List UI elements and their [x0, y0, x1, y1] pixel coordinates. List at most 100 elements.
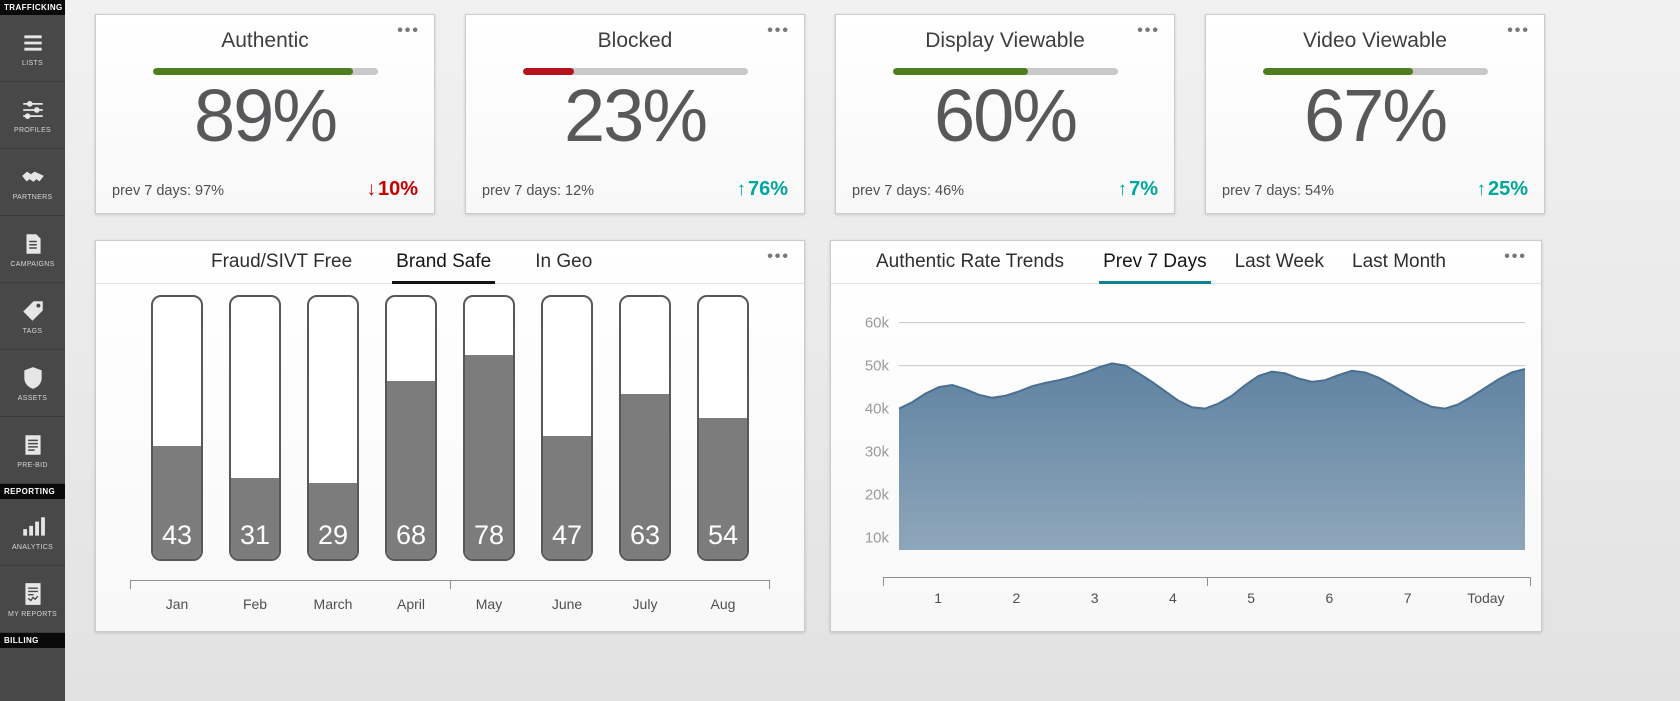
- kpi-delta: ↑ 7%: [1118, 178, 1158, 201]
- tab-last-week[interactable]: Last Week: [1234, 251, 1324, 272]
- thermo-bar-fill: [153, 446, 201, 559]
- kpi-footer: prev 7 days: 97% ↓ 10%: [112, 178, 418, 201]
- x-tick-label-today: Today: [1467, 590, 1505, 606]
- ellipsis-menu-icon[interactable]: •••: [1504, 248, 1527, 265]
- sidebar-item-pre-bid[interactable]: PRE-BID: [0, 417, 65, 484]
- sidebar-section-trafficking: TRAFFICKING: [0, 0, 65, 15]
- thermo-bar-fill: [621, 393, 669, 559]
- kpi-title: Video Viewable: [1302, 29, 1447, 52]
- bar-value-label: 63: [629, 520, 661, 550]
- kpi-value: 60%: [933, 74, 1078, 157]
- trend-chart-card: Authentic Rate Trends Prev 7 Days Last We…: [830, 240, 1542, 632]
- sidebar-section-reporting: REPORTING: [0, 484, 65, 499]
- x-tick-label-7: 7: [1403, 590, 1412, 606]
- kpi-progress-track: [152, 68, 378, 75]
- thermo-bar-fill: [387, 380, 435, 559]
- analytics-icon: [20, 514, 46, 540]
- kpi-title: Authentic: [221, 29, 309, 52]
- brand-safety-chart-card: Fraud/SIVT Free Brand Safe In Geo ••• 43 31…: [95, 240, 805, 632]
- bar-value-label: 78: [473, 520, 505, 550]
- ellipsis-menu-icon[interactable]: •••: [767, 22, 790, 39]
- pre-bid-icon: [20, 432, 46, 458]
- sidebar-item-partners[interactable]: PARTNERS: [0, 149, 65, 216]
- kpi-value: 23%: [563, 74, 708, 157]
- ellipsis-menu-icon[interactable]: •••: [397, 22, 420, 39]
- sidebar: TRAFFICKING LISTS PROFILES PARTNERS CAMPAIGN…: [0, 0, 65, 701]
- kpi-progress-track: [1262, 68, 1488, 75]
- sidebar-item-label: CAMPAIGNS: [10, 260, 55, 268]
- sidebar-item-tags[interactable]: TAGS: [0, 283, 65, 350]
- area-chart-x-labels: 1 2 3 4 5 6 7 Today: [899, 590, 1525, 606]
- panel-title: Authentic Rate Trends: [876, 251, 1064, 272]
- svg-text:10k: 10k: [865, 530, 890, 547]
- kpi-footer: prev 7 days: 54% ↑ 25%: [1222, 178, 1528, 201]
- area-chart-svg: 60k 50k 40k 30k 20k 10k: [865, 315, 1526, 550]
- sidebar-item-campaigns[interactable]: CAMPAIGNS: [0, 216, 65, 283]
- area-chart-axis: [883, 577, 1531, 586]
- trend-chart-tabbar: Authentic Rate Trends Prev 7 Days Last We…: [831, 241, 1541, 284]
- x-tick-label-march: March: [313, 596, 353, 612]
- thermo-bar-jan: 43: [151, 295, 203, 561]
- sidebar-item-profiles[interactable]: PROFILES: [0, 82, 65, 149]
- kpi-delta-value: 25%: [1487, 178, 1528, 200]
- ellipsis-menu-icon[interactable]: •••: [1137, 22, 1160, 39]
- partners-icon: [20, 164, 46, 190]
- kpi-value: 89%: [193, 74, 338, 157]
- tags-icon: [20, 298, 46, 324]
- kpi-title: Blocked: [597, 29, 673, 52]
- bar-value-label: 54: [707, 520, 739, 550]
- ellipsis-menu-icon[interactable]: •••: [767, 248, 790, 265]
- tab-brand-safe[interactable]: Brand Safe: [392, 241, 496, 284]
- kpi-value: 67%: [1303, 74, 1448, 157]
- tab-last-month[interactable]: Last Month: [1352, 251, 1446, 272]
- ellipsis-menu-icon[interactable]: •••: [1507, 22, 1530, 39]
- sidebar-item-lists[interactable]: LISTS: [0, 15, 65, 82]
- trend-chart-tabs: Prev 7 Days Last Week Last Month: [1099, 241, 1446, 284]
- thermo-bar-april: 68: [385, 295, 437, 561]
- x-tick-label-3: 3: [1090, 590, 1099, 606]
- thermo-bar-aug: 54: [697, 295, 749, 561]
- sidebar-item-analytics[interactable]: ANALYTICS: [0, 499, 65, 566]
- bar-value-label: 29: [317, 520, 349, 550]
- kpi-card-authentic: ••• Authentic 89% prev 7 days: 97% ↓ 10%: [95, 14, 435, 214]
- sidebar-item-label: ASSETS: [17, 394, 48, 402]
- sidebar-item-my-reports[interactable]: MY REPORTS: [0, 566, 65, 633]
- sidebar-item-assets[interactable]: ASSETS: [0, 350, 65, 417]
- kpi-footer: prev 7 days: 12% ↑ 76%: [482, 178, 788, 201]
- svg-text:60k: 60k: [865, 315, 890, 332]
- thermo-bar-march: 29: [307, 295, 359, 561]
- sidebar-section-billing: BILLING: [0, 633, 65, 648]
- main-content: ••• Authentic 89% prev 7 days: 97% ↓ 10% …: [65, 0, 1680, 701]
- bar-chart-axis: [130, 580, 770, 589]
- kpi-prev-period: prev 7 days: 12%: [482, 183, 595, 199]
- kpi-card-blocked: ••• Blocked 23% prev 7 days: 12% ↑ 76%: [465, 14, 805, 214]
- thermo-bar-fill: [699, 417, 747, 559]
- x-tick-label-6: 6: [1325, 590, 1334, 606]
- bar-value-label: 31: [239, 520, 271, 550]
- tab-in-geo[interactable]: In Geo: [535, 251, 593, 272]
- kpi-card-display-viewable: ••• Display Viewable 60% prev 7 days: 46…: [835, 14, 1175, 214]
- bar-value-label: 47: [551, 520, 583, 550]
- kpi-card-video-viewable: ••• Video Viewable 67% prev 7 days: 54% …: [1205, 14, 1545, 214]
- tab-prev-7-days[interactable]: Prev 7 Days: [1099, 241, 1212, 284]
- sidebar-item-label: TAGS: [22, 327, 43, 335]
- tab-fraud-sivt-free[interactable]: Fraud/SIVT Free: [211, 251, 353, 272]
- kpi-title: Display Viewable: [925, 29, 1085, 52]
- thermo-bar-fill: [465, 354, 513, 559]
- charts-row: Fraud/SIVT Free Brand Safe In Geo ••• 43 31…: [95, 240, 1542, 632]
- thermo-bar-feb: 31: [229, 295, 281, 561]
- kpi-prev-period: prev 7 days: 46%: [852, 183, 965, 199]
- kpi-progress-fill: [892, 68, 1028, 75]
- kpi-progress-fill: [522, 68, 575, 75]
- arrow-up-icon: ↑: [1117, 179, 1128, 200]
- kpi-delta: ↑ 25%: [1476, 178, 1528, 201]
- kpi-prev-period: prev 7 days: 54%: [1222, 183, 1335, 199]
- arrow-up-icon: ↑: [736, 179, 746, 200]
- brand-chart-tabs: Fraud/SIVT Free Brand Safe In Geo: [211, 241, 593, 284]
- bar-chart: 43 31 29 68 78 47 63 54 Jan Feb March April May June…: [96, 295, 804, 643]
- thermo-bar-june: 47: [541, 295, 593, 561]
- kpi-delta: ↓ 10%: [366, 178, 418, 201]
- kpi-prev-period: prev 7 days: 97%: [112, 183, 225, 199]
- sidebar-item-label: PROFILES: [13, 126, 52, 134]
